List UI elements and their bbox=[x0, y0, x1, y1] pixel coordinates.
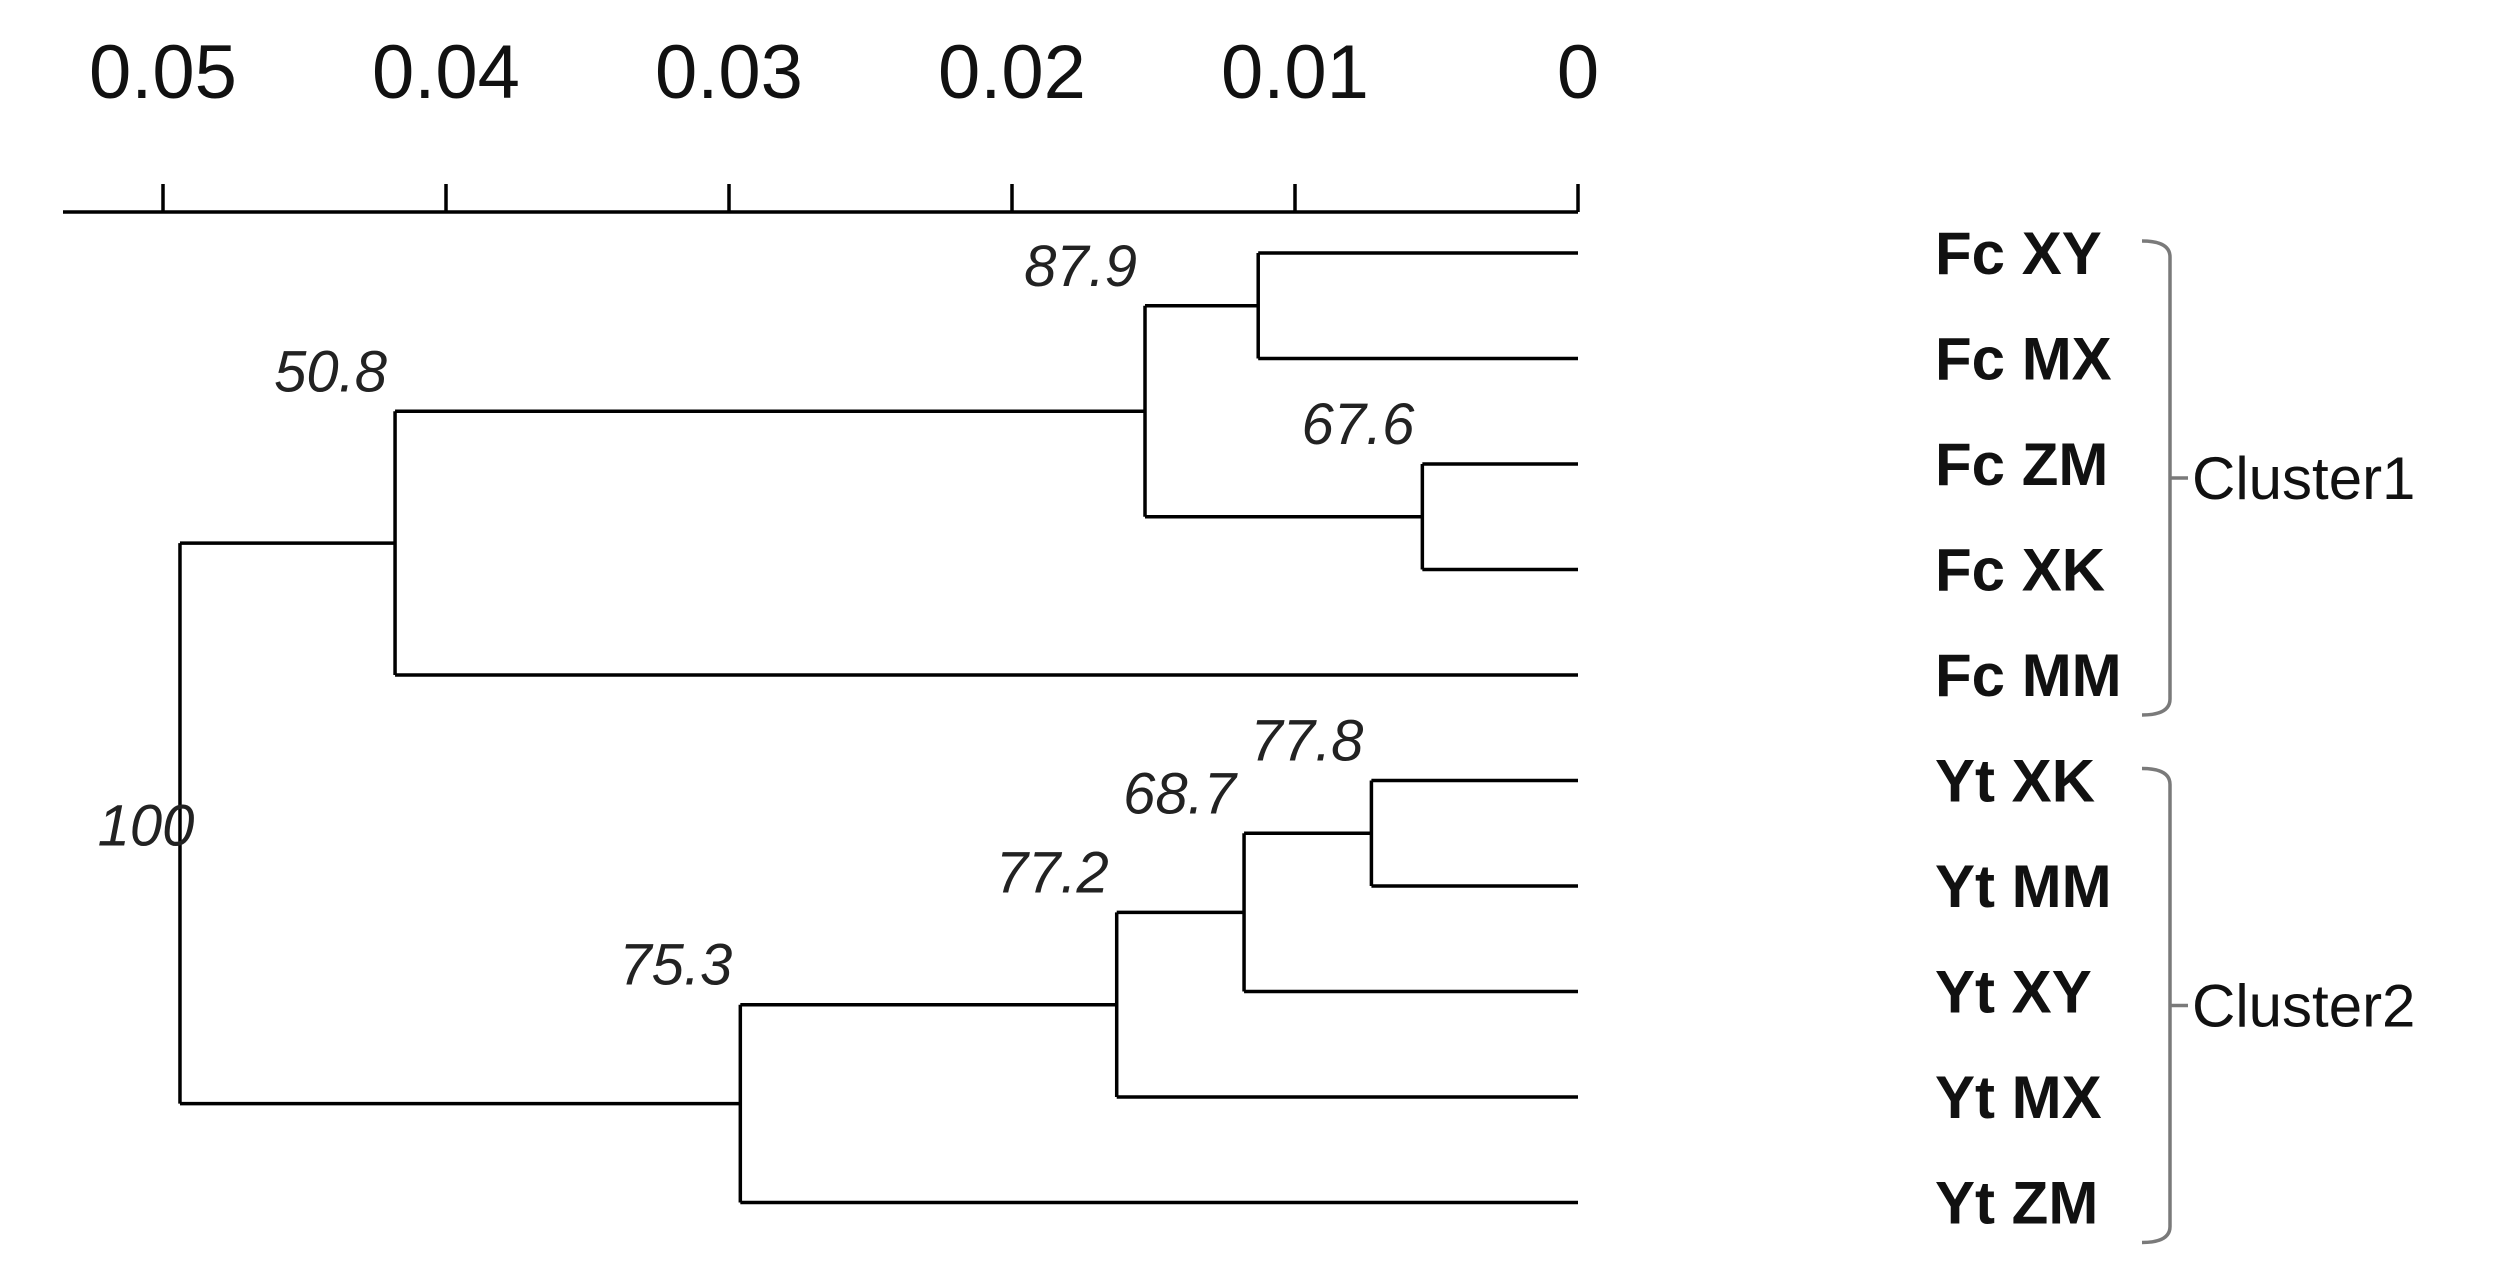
tree-branches bbox=[178, 251, 1578, 1205]
cluster-brackets: Cluster1 Cluster2 bbox=[2141, 239, 2415, 1245]
distance-axis: 0.05 0.04 0.03 0.02 0.01 0 bbox=[63, 30, 1599, 214]
leaf-label: Fc MX bbox=[1935, 326, 2112, 393]
axis-tick-label: 0.03 bbox=[655, 30, 803, 115]
axis-tick-label: 0.01 bbox=[1221, 30, 1369, 115]
bootstrap-support-label: 77.8 bbox=[1251, 709, 1364, 774]
axis-tick-label: 0.02 bbox=[938, 30, 1086, 115]
bootstrap-support-label: 100 bbox=[98, 793, 195, 858]
leaf-label: Fc XY bbox=[1935, 220, 2102, 287]
leaf-label: Yt ZM bbox=[1935, 1170, 2098, 1237]
cluster-label: Cluster2 bbox=[2192, 973, 2415, 1040]
bootstrap-support-label: 67.6 bbox=[1301, 392, 1415, 457]
axis-tick-label: 0 bbox=[1557, 30, 1599, 115]
bootstrap-support-label: 87.9 bbox=[1024, 234, 1137, 299]
axis-tick-label: 0.05 bbox=[89, 30, 237, 115]
leaf-label: Yt MX bbox=[1935, 1064, 2102, 1131]
leaf-label: Yt XY bbox=[1935, 959, 2092, 1026]
cluster-label: Cluster1 bbox=[2192, 445, 2415, 512]
leaf-label: Yt MM bbox=[1935, 853, 2112, 920]
leaf-labels: Fc XY Fc MX Fc ZM Fc XK Fc MM Yt XK Yt MM Yt XY… bbox=[1935, 220, 2122, 1237]
bootstrap-support-label: 75.3 bbox=[619, 933, 732, 998]
cluster-bracket bbox=[2141, 766, 2172, 1245]
leaf-label: Fc MM bbox=[1935, 642, 2122, 709]
bootstrap-support-label: 77.2 bbox=[996, 840, 1109, 905]
bootstrap-support-label: 50.8 bbox=[274, 339, 387, 404]
leaf-label: Yt XK bbox=[1935, 748, 2095, 815]
leaf-label: Fc XK bbox=[1935, 537, 2105, 604]
cluster-bracket bbox=[2141, 239, 2172, 717]
support-values: 67.6 87.9 50.8 77.868.777.2 75.3 100 bbox=[98, 234, 1415, 998]
axis-tick-label: 0.04 bbox=[372, 30, 520, 115]
leaf-label: Fc ZM bbox=[1935, 431, 2108, 498]
bootstrap-support-label: 68.7 bbox=[1123, 761, 1239, 826]
